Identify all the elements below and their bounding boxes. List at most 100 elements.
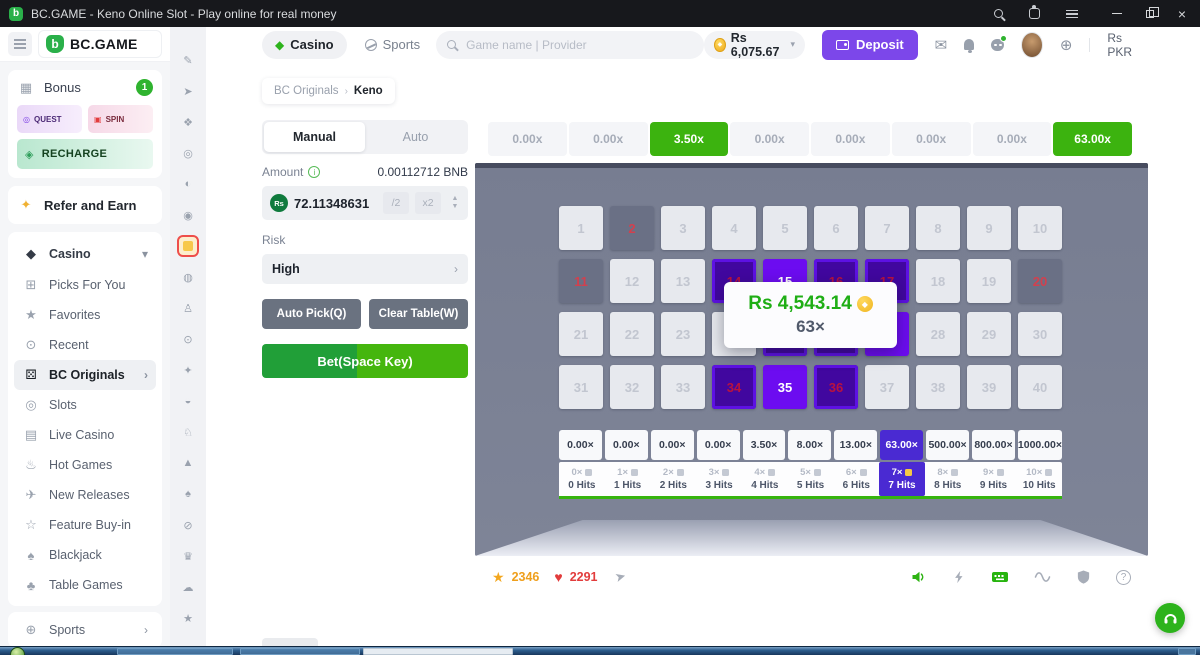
- rail-game-icon-3[interactable]: ❖: [183, 116, 193, 129]
- recharge-button[interactable]: ◈ RECHARGE: [17, 139, 153, 169]
- hit-cell[interactable]: 1× 1 Hits: [613, 467, 642, 491]
- keno-cell[interactable]: 4: [712, 206, 756, 250]
- spin-button[interactable]: ▣ SPIN: [88, 105, 153, 133]
- extensions-icon[interactable]: [1028, 5, 1040, 19]
- hit-cell[interactable]: 3× 3 Hits: [705, 467, 733, 491]
- hit-cell[interactable]: 8× 8 Hits: [934, 467, 962, 491]
- share-icon[interactable]: ➤: [612, 567, 628, 586]
- keno-cell[interactable]: 35: [763, 365, 807, 409]
- rail-game-icon-5[interactable]: ◐: [184, 178, 192, 190]
- sidebar-item[interactable]: ★ Favorites: [14, 300, 156, 330]
- keno-cell[interactable]: 20: [1018, 259, 1062, 303]
- keno-cell[interactable]: 7: [865, 206, 909, 250]
- clear-table-button[interactable]: Clear Table(W): [369, 299, 468, 329]
- payout-chip[interactable]: 63.00×: [880, 430, 924, 460]
- refer-and-earn-item[interactable]: ✦ Refer and Earn: [8, 186, 162, 224]
- auto-pick-button[interactable]: Auto Pick(Q): [262, 299, 361, 329]
- bet-button[interactable]: Bet(Space Key): [262, 344, 468, 378]
- step-down-icon[interactable]: ▼: [451, 203, 459, 210]
- tab-casino[interactable]: ◆ Casino: [262, 30, 347, 59]
- sidebar-item[interactable]: ◎ Slots: [14, 390, 156, 420]
- keno-cell[interactable]: 33: [661, 365, 705, 409]
- keno-cell[interactable]: 3: [661, 206, 705, 250]
- keno-cell[interactable]: 18: [916, 259, 960, 303]
- hit-cell[interactable]: 7× 7 Hits: [879, 462, 925, 496]
- rail-game-icon-16[interactable]: ⊘: [183, 519, 193, 532]
- hit-cell[interactable]: 5× 5 Hits: [796, 467, 825, 491]
- rail-game-icon-13[interactable]: ♘: [183, 426, 193, 439]
- rail-game-icon-4[interactable]: ◎: [183, 147, 193, 160]
- help-icon[interactable]: ?: [1116, 569, 1131, 585]
- multiplier-chip[interactable]: 0.00x: [811, 122, 890, 156]
- hit-cell[interactable]: 2× 2 Hits: [659, 467, 687, 491]
- hotkeys-keyboard-icon[interactable]: [991, 569, 1009, 585]
- keno-cell[interactable]: 9: [967, 206, 1011, 250]
- sidebar-item[interactable]: ♠ Blackjack: [14, 540, 156, 570]
- language-globe-icon[interactable]: ⊕: [1059, 36, 1073, 54]
- live-stats-icon[interactable]: [1034, 570, 1051, 584]
- keno-cell[interactable]: 21: [559, 312, 603, 356]
- close-button[interactable]: ×: [1177, 5, 1186, 22]
- bonus-item[interactable]: ▦ Bonus 1: [17, 79, 153, 96]
- tab-sports[interactable]: Sports: [364, 37, 420, 52]
- keno-cell[interactable]: 2: [610, 206, 654, 250]
- keno-cell[interactable]: 30: [1018, 312, 1062, 356]
- minimize-button[interactable]: [1111, 12, 1122, 15]
- chat-icon[interactable]: [991, 34, 1007, 51]
- amount-input[interactable]: Rs 72.11348631 /2 x2 ▲ ▼: [262, 186, 468, 220]
- keno-cell[interactable]: 32: [610, 365, 654, 409]
- rail-game-icon-11[interactable]: ✦: [183, 364, 193, 377]
- hit-cell[interactable]: 10× 10 Hits: [1022, 467, 1056, 491]
- keno-cell[interactable]: 36: [814, 365, 858, 409]
- keno-cell[interactable]: 31: [559, 365, 603, 409]
- payout-chip[interactable]: 0.00×: [559, 430, 602, 460]
- deposit-button[interactable]: Deposit: [821, 29, 918, 60]
- payout-chip[interactable]: 0.00×: [696, 430, 740, 460]
- payout-chip[interactable]: 8.00×: [788, 430, 832, 460]
- multiplier-chip[interactable]: 63.00x: [1053, 122, 1132, 156]
- keno-cell[interactable]: 40: [1018, 365, 1062, 409]
- messages-icon[interactable]: ✉: [934, 36, 948, 54]
- taskbar-window-button[interactable]: [117, 648, 233, 655]
- amount-value[interactable]: 72.11348631: [294, 195, 370, 211]
- keno-cell[interactable]: 23: [661, 312, 705, 356]
- keno-cell[interactable]: 22: [610, 312, 654, 356]
- multiplier-chip[interactable]: 0.00x: [488, 122, 567, 156]
- multiplier-chip[interactable]: 0.00x: [972, 122, 1052, 156]
- rail-game-icon-10[interactable]: ⊙: [183, 333, 193, 346]
- keno-cell[interactable]: 8: [916, 206, 960, 250]
- rail-game-icon-18[interactable]: ☁: [182, 581, 194, 594]
- keno-cell[interactable]: 1: [559, 206, 603, 250]
- half-bet-button[interactable]: /2: [383, 192, 409, 214]
- keno-cell[interactable]: 37: [865, 365, 909, 409]
- hit-cell[interactable]: 4× 4 Hits: [751, 467, 779, 491]
- hamburger-menu-icon[interactable]: [8, 32, 32, 56]
- tab-manual[interactable]: Manual: [264, 122, 365, 152]
- browser-menu-icon[interactable]: [1065, 9, 1078, 18]
- multiplier-chip[interactable]: 0.00x: [568, 122, 648, 156]
- sound-icon[interactable]: [910, 569, 927, 585]
- payout-chip[interactable]: 0.00×: [604, 430, 648, 460]
- sidebar-item[interactable]: ✈ New Releases: [14, 480, 156, 510]
- sidebar-item[interactable]: ⊞ Picks For You: [14, 270, 156, 300]
- rail-game-icon-14[interactable]: ▲: [182, 457, 194, 469]
- quest-button[interactable]: ◎ QUEST: [17, 105, 82, 133]
- taskbar-window-button[interactable]: [240, 648, 360, 655]
- rail-game-icon-12[interactable]: ◒: [184, 395, 192, 407]
- taskbar-window-button[interactable]: [363, 648, 513, 655]
- rail-game-icon-8[interactable]: ◍: [183, 271, 193, 284]
- keno-cell[interactable]: 28: [916, 312, 960, 356]
- keno-cell[interactable]: 29: [967, 312, 1011, 356]
- rail-keno-icon[interactable]: [177, 235, 199, 257]
- keno-cell[interactable]: 12: [610, 259, 654, 303]
- balance-selector[interactable]: ◆ Rs 6,075.67 ▾: [704, 30, 805, 59]
- keno-cell[interactable]: 10: [1018, 206, 1062, 250]
- payout-chip[interactable]: 1000.00×: [1017, 430, 1062, 460]
- rail-game-icon-15[interactable]: ♠: [185, 488, 191, 500]
- payout-chip[interactable]: 500.00×: [926, 430, 970, 460]
- payout-chip[interactable]: 13.00×: [834, 430, 878, 460]
- keno-cell[interactable]: 5: [763, 206, 807, 250]
- keno-cell[interactable]: 39: [967, 365, 1011, 409]
- hit-cell[interactable]: 9× 9 Hits: [979, 467, 1008, 491]
- payout-chip[interactable]: 3.50×: [742, 430, 786, 460]
